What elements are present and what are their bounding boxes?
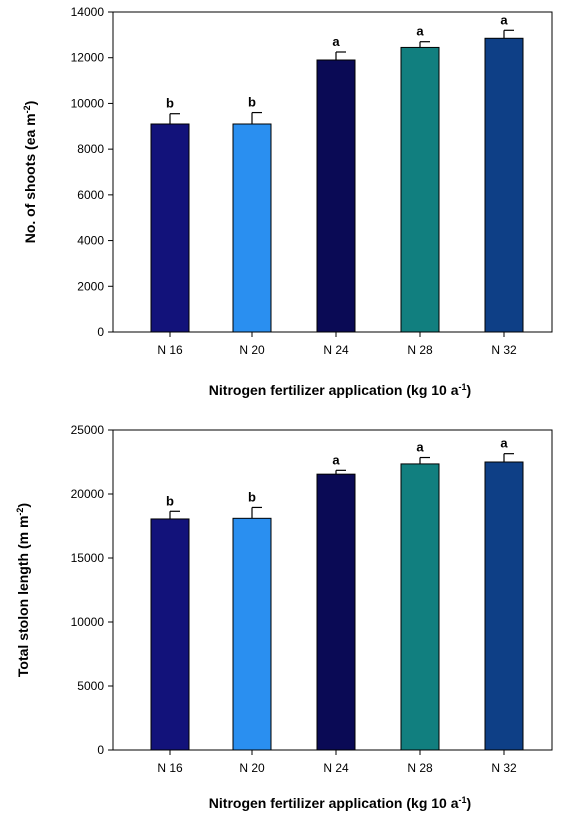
shoots-significance-label: a (500, 12, 508, 27)
shoots-y-tick-label: 14000 (71, 5, 105, 19)
shoots-y-axis-title: No. of shoots (ea m-2) (22, 101, 38, 244)
shoots-y-tick-label: 6000 (77, 188, 104, 202)
stolon-y-tick-label: 10000 (71, 615, 105, 629)
stolon-significance-label: b (248, 489, 256, 504)
stolon-significance-label: b (166, 493, 174, 508)
stolon-bar (150, 518, 190, 751)
stolon-bar (316, 473, 356, 751)
shoots-significance-label: b (248, 95, 256, 110)
shoots-x-tick-label: N 28 (407, 343, 433, 357)
stolon-x-tick-label: N 32 (491, 761, 517, 775)
shoots-x-tick-label: N 32 (491, 343, 517, 357)
shoots-bars: b b a a a (150, 12, 524, 333)
shoots-y-tick-label: 4000 (77, 234, 104, 248)
stolon-bar (400, 463, 440, 751)
stolon-significance-label: a (332, 452, 340, 467)
stolon-bar (232, 517, 272, 751)
shoots-plot-frame (112, 11, 553, 333)
stolon-y-tick-label: 0 (97, 743, 104, 757)
stolon-significance-label: a (416, 440, 424, 455)
shoots-axes: 0 2000 4000 6000 8000 10000 12000 14000 N 16 N 20… (71, 5, 553, 357)
shoots-y-tick-label: 0 (97, 325, 104, 339)
shoots-bar (400, 46, 440, 333)
shoots-x-tick-label: N 20 (239, 343, 265, 357)
stolon-bar (484, 461, 524, 751)
stolon-chart: b b a a a 0 5000 10000 15000 20000 25000 N 16 N 20 N… (15, 423, 553, 811)
stolon-axes: 0 5000 10000 15000 20000 25000 N 16 N 20 N 24 N 2… (71, 423, 553, 775)
shoots-y-tick-label: 8000 (77, 142, 104, 156)
shoots-bar (316, 59, 356, 333)
shoots-bar (150, 123, 190, 333)
shoots-x-tick-label: N 24 (323, 343, 349, 357)
stolon-x-tick-label: N 20 (239, 761, 265, 775)
stolon-y-tick-label: 15000 (71, 551, 105, 565)
stolon-x-tick-label: N 16 (157, 761, 183, 775)
shoots-chart: b b a a a 0 2000 4000 6000 8000 10000 12000 14000 N … (22, 5, 553, 398)
shoots-significance-label: a (332, 34, 340, 49)
stolon-y-tick-label: 5000 (77, 679, 104, 693)
stolon-y-tick-label: 20000 (71, 487, 105, 501)
stolon-x-axis-title: Nitrogen fertilizer application (kg 10 a… (209, 795, 471, 811)
stolon-x-tick-label: N 24 (323, 761, 349, 775)
stolon-significance-label: a (500, 436, 508, 451)
shoots-x-tick-label: N 16 (157, 343, 183, 357)
shoots-significance-label: a (416, 24, 424, 39)
shoots-x-axis-title: Nitrogen fertilizer application (kg 10 a… (209, 382, 471, 398)
shoots-bar (484, 37, 524, 333)
stolon-y-tick-label: 25000 (71, 423, 105, 437)
stolon-y-axis-title: Total stolon length (m m-2) (15, 503, 31, 677)
shoots-y-tick-label: 10000 (71, 96, 105, 110)
stolon-bars: b b a a a (150, 436, 524, 751)
shoots-y-tick-label: 12000 (71, 51, 105, 65)
stolon-plot-frame (112, 429, 553, 751)
shoots-y-tick-label: 2000 (77, 279, 104, 293)
shoots-bar (232, 123, 272, 333)
stolon-x-tick-label: N 28 (407, 761, 433, 775)
shoots-significance-label: b (166, 96, 174, 111)
